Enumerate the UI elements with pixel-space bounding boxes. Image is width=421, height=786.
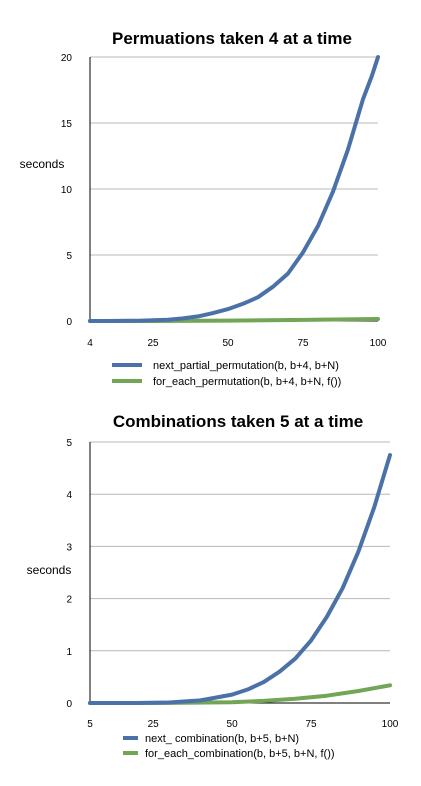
comb-x-tick-label-3: 75	[305, 719, 317, 730]
comb-x-tick-label-0: 5	[87, 719, 93, 730]
comb-y-tick-label-1: 1	[66, 647, 72, 658]
comb-x-tick-label-1: 25	[148, 719, 160, 730]
perm-x-tick-label-0: 4	[87, 338, 93, 349]
perm-y-tick-label-0: 0	[66, 317, 72, 328]
perm-chart-title: Permuations taken 4 at a time	[112, 29, 352, 48]
perm-x-tick-label-4: 100	[370, 338, 387, 349]
perm-series-line-0	[88, 55, 380, 323]
comb-y-tick-label-5: 5	[66, 438, 72, 449]
comb-legend-label-1: for_each_combination(b, b+5, b+N, f())	[145, 748, 335, 760]
comb-legend-label-0: next_ combination(b, b+5, b+N)	[145, 733, 299, 745]
comb-series-line-0	[88, 453, 392, 705]
perm-x-tick-label-2: 50	[222, 338, 234, 349]
comb-chart-title: Combinations taken 5 at a time	[113, 412, 363, 431]
perm-y-tick-label-2: 10	[61, 185, 73, 196]
perm-x-tick-label-1: 25	[147, 338, 159, 349]
perm-y-tick-label-3: 15	[61, 119, 73, 130]
comb-y-tick-label-0: 0	[66, 699, 72, 710]
perm-y-tick-label-1: 5	[66, 251, 72, 262]
perm-legend-label-0: next_partial_permutation(b, b+4, b+N)	[153, 360, 339, 372]
comb-y-axis-label: seconds	[27, 563, 72, 577]
comb-series-line-1	[88, 683, 392, 705]
chart-permutations: Permuations taken 4 at a time 0 5 10 15 20 4 25…	[20, 29, 387, 388]
perm-y-axis-label: seconds	[20, 157, 65, 171]
perm-x-tick-label-3: 75	[297, 338, 309, 349]
comb-y-tick-label-3: 3	[66, 542, 72, 553]
perm-y-tick-label-4: 20	[61, 53, 73, 64]
chart-combinations: Combinations taken 5 at a time 0 1 2 3 4 5 5 25 5…	[27, 412, 399, 760]
comb-y-tick-label-2: 2	[66, 595, 72, 606]
comb-y-tick-label-4: 4	[66, 490, 72, 501]
comb-x-tick-label-4: 100	[382, 719, 399, 730]
perm-legend-label-1: for_each_permutation(b, b+4, b+N, f())	[153, 376, 341, 388]
comb-x-tick-label-2: 50	[227, 719, 239, 730]
